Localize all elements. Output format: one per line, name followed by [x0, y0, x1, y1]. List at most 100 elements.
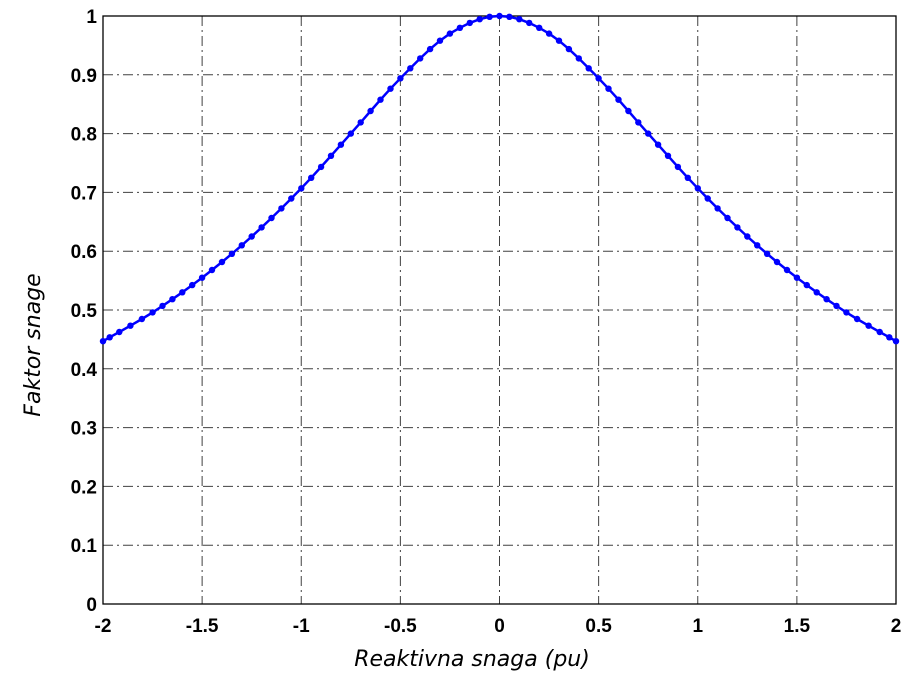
- series-marker: [159, 302, 166, 310]
- x-tick-label: 0.5: [585, 616, 612, 637]
- series-marker: [865, 322, 872, 329]
- series-marker: [337, 141, 345, 148]
- series-marker: [892, 338, 900, 345]
- series-marker: [248, 233, 255, 240]
- series-marker: [486, 13, 493, 20]
- y-tick-label: 0.3: [71, 419, 97, 440]
- y-tick-label: 0.4: [71, 360, 98, 381]
- series-marker: [664, 152, 672, 159]
- series-marker: [555, 37, 563, 44]
- series-marker: [813, 289, 820, 296]
- y-tick-label: 0.6: [71, 242, 97, 263]
- series-marker: [853, 315, 861, 323]
- series-marker: [625, 107, 632, 115]
- series-marker: [228, 250, 236, 257]
- y-tick-labels: 0 0.1 0.2 0.3 0.4 0.5 0.6 0.7 0.8 0.9 1: [71, 7, 98, 616]
- series-marker: [536, 24, 543, 31]
- series-marker: [327, 152, 335, 159]
- series-marker: [138, 315, 146, 323]
- series-marker: [803, 281, 810, 289]
- series-marker: [754, 242, 761, 249]
- series-marker: [506, 13, 513, 20]
- series-marker: [654, 141, 662, 148]
- series-marker: [116, 328, 123, 336]
- series-marker: [635, 119, 642, 126]
- y-tick-label: 0.7: [71, 183, 97, 204]
- x-tick-label: 1.5: [784, 616, 811, 637]
- x-tick-label: -1: [293, 616, 310, 637]
- series-marker: [466, 19, 473, 27]
- series-marker: [476, 16, 483, 23]
- series-marker: [545, 30, 553, 37]
- series-marker: [99, 338, 107, 345]
- series-marker: [317, 163, 325, 171]
- series-marker: [496, 12, 503, 20]
- series-marker: [288, 195, 295, 202]
- series-marker: [106, 334, 113, 341]
- y-axis-title: Faktor snage: [21, 273, 46, 416]
- series-marker: [734, 224, 741, 231]
- y-tick-label: 0: [86, 595, 97, 616]
- y-tick-label: 0.2: [71, 477, 97, 498]
- series-marker: [886, 334, 893, 341]
- series-marker: [218, 258, 226, 266]
- series-marker: [208, 266, 216, 274]
- series-marker: [684, 174, 691, 181]
- series-marker: [268, 214, 275, 222]
- x-tick-label: 0: [494, 616, 505, 637]
- series-marker: [397, 75, 404, 82]
- series-marker: [793, 274, 801, 281]
- series-marker: [595, 75, 602, 82]
- series-marker: [357, 119, 364, 126]
- series-marker: [833, 302, 840, 310]
- series-marker: [773, 258, 781, 266]
- series-marker: [436, 37, 444, 44]
- series-marker: [674, 163, 682, 171]
- series-marker: [308, 174, 315, 181]
- series-marker: [823, 296, 830, 303]
- series-marker: [456, 24, 464, 31]
- series-marker: [724, 214, 731, 222]
- series-marker: [714, 205, 721, 212]
- series-marker: [565, 45, 573, 53]
- series-marker: [238, 242, 245, 249]
- series-marker: [189, 281, 196, 289]
- series-marker: [149, 309, 156, 316]
- series-marker: [645, 130, 652, 137]
- series-marker: [843, 309, 850, 316]
- series-marker: [744, 233, 751, 240]
- series-marker: [179, 289, 186, 296]
- series-marker: [783, 266, 791, 274]
- x-tick-label: -0.5: [384, 616, 417, 637]
- series-marker: [407, 65, 414, 72]
- series-marker: [198, 274, 206, 281]
- series-marker: [258, 224, 265, 231]
- series-marker: [694, 185, 701, 192]
- series-marker: [605, 85, 612, 92]
- y-tick-label: 0.5: [71, 301, 98, 322]
- series-marker: [298, 185, 305, 192]
- series-marker: [585, 65, 592, 72]
- grid: [103, 16, 896, 604]
- series-marker: [615, 96, 622, 103]
- series-marker: [377, 96, 384, 103]
- series-marker: [426, 45, 434, 53]
- series-marker: [169, 296, 176, 303]
- series-marker: [763, 250, 771, 257]
- x-tick-label: -1.5: [186, 616, 219, 637]
- series-marker: [278, 205, 285, 212]
- series-marker: [526, 19, 533, 27]
- y-tick-label: 0.9: [71, 66, 97, 87]
- series-layer: [99, 12, 900, 345]
- series-marker: [387, 85, 394, 92]
- y-tick-label: 1: [86, 7, 97, 28]
- series-marker: [446, 30, 454, 37]
- y-tick-label: 0.8: [71, 125, 97, 146]
- x-tick-label: -2: [95, 616, 112, 637]
- series-marker: [367, 107, 374, 115]
- series-marker: [417, 55, 424, 62]
- series-marker: [704, 195, 711, 202]
- series-marker: [516, 16, 523, 23]
- series-marker: [127, 322, 134, 329]
